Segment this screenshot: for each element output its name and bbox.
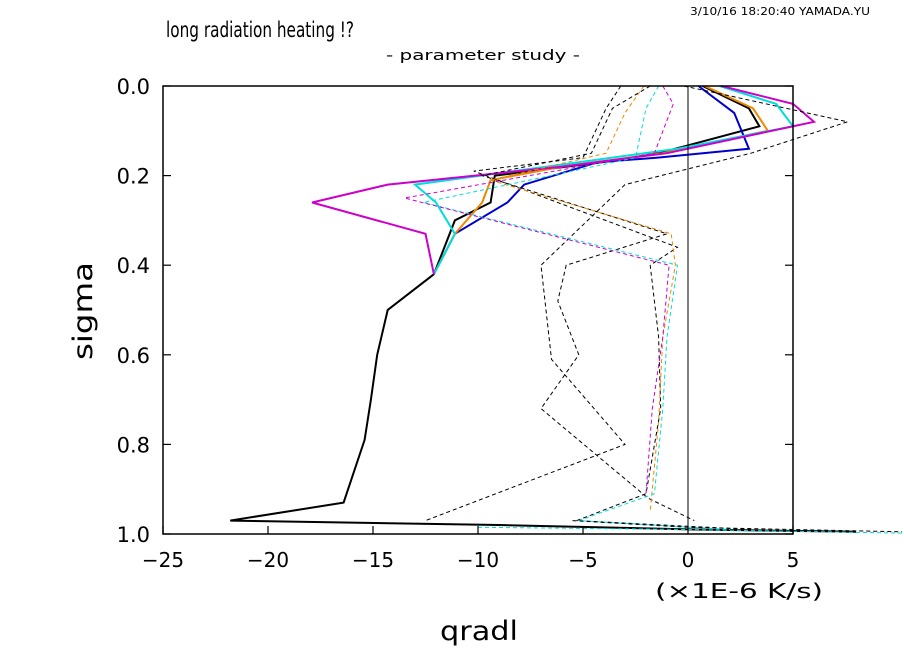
series-line-9: [488, 85, 676, 512]
series-line-8: [473, 85, 752, 530]
series-line-1: [230, 85, 857, 533]
chart-title: long radiation heating !?: [166, 18, 354, 42]
series-layer: [230, 85, 903, 534]
y-tick-label: 0.0: [117, 75, 150, 99]
series-line-4: [412, 85, 795, 275]
y-tick-label: 0.4: [117, 254, 150, 278]
x-tick-label: −5: [568, 548, 597, 572]
x-tick-label: −25: [142, 548, 184, 572]
x-tick-label: −20: [247, 548, 289, 572]
y-tick-label: 0.2: [117, 165, 150, 189]
units-label: (×1E-6 K/s): [655, 579, 823, 603]
series-line-5: [311, 85, 817, 275]
y-tick-label: 0.8: [117, 433, 150, 457]
x-tick-label: −15: [352, 548, 394, 572]
series-line-6: [425, 85, 850, 522]
y-axis-label: sigma: [68, 262, 99, 360]
series-line-7: [480, 85, 695, 522]
series-line-11: [404, 85, 674, 494]
x-tick-label: 0: [682, 548, 695, 572]
chart-subtitle: - parameter study -: [386, 48, 580, 64]
series-line-10: [423, 85, 731, 530]
series-line-3: [433, 85, 770, 275]
x-axis: −25 −20 −15 −10 −5 0 5: [142, 526, 799, 572]
x-tick-label: −10: [457, 548, 499, 572]
timestamp: 3/10/16 18:20:40 YAMADA.YU: [690, 6, 870, 18]
x-tick-label: 5: [787, 548, 800, 572]
y-tick-label: 1.0: [117, 523, 150, 547]
y-axis: 0.0 0.2 0.4 0.6 0.8 1.0: [117, 75, 793, 547]
y-tick-label: 0.6: [117, 344, 150, 368]
x-axis-label: qradl: [440, 616, 518, 647]
